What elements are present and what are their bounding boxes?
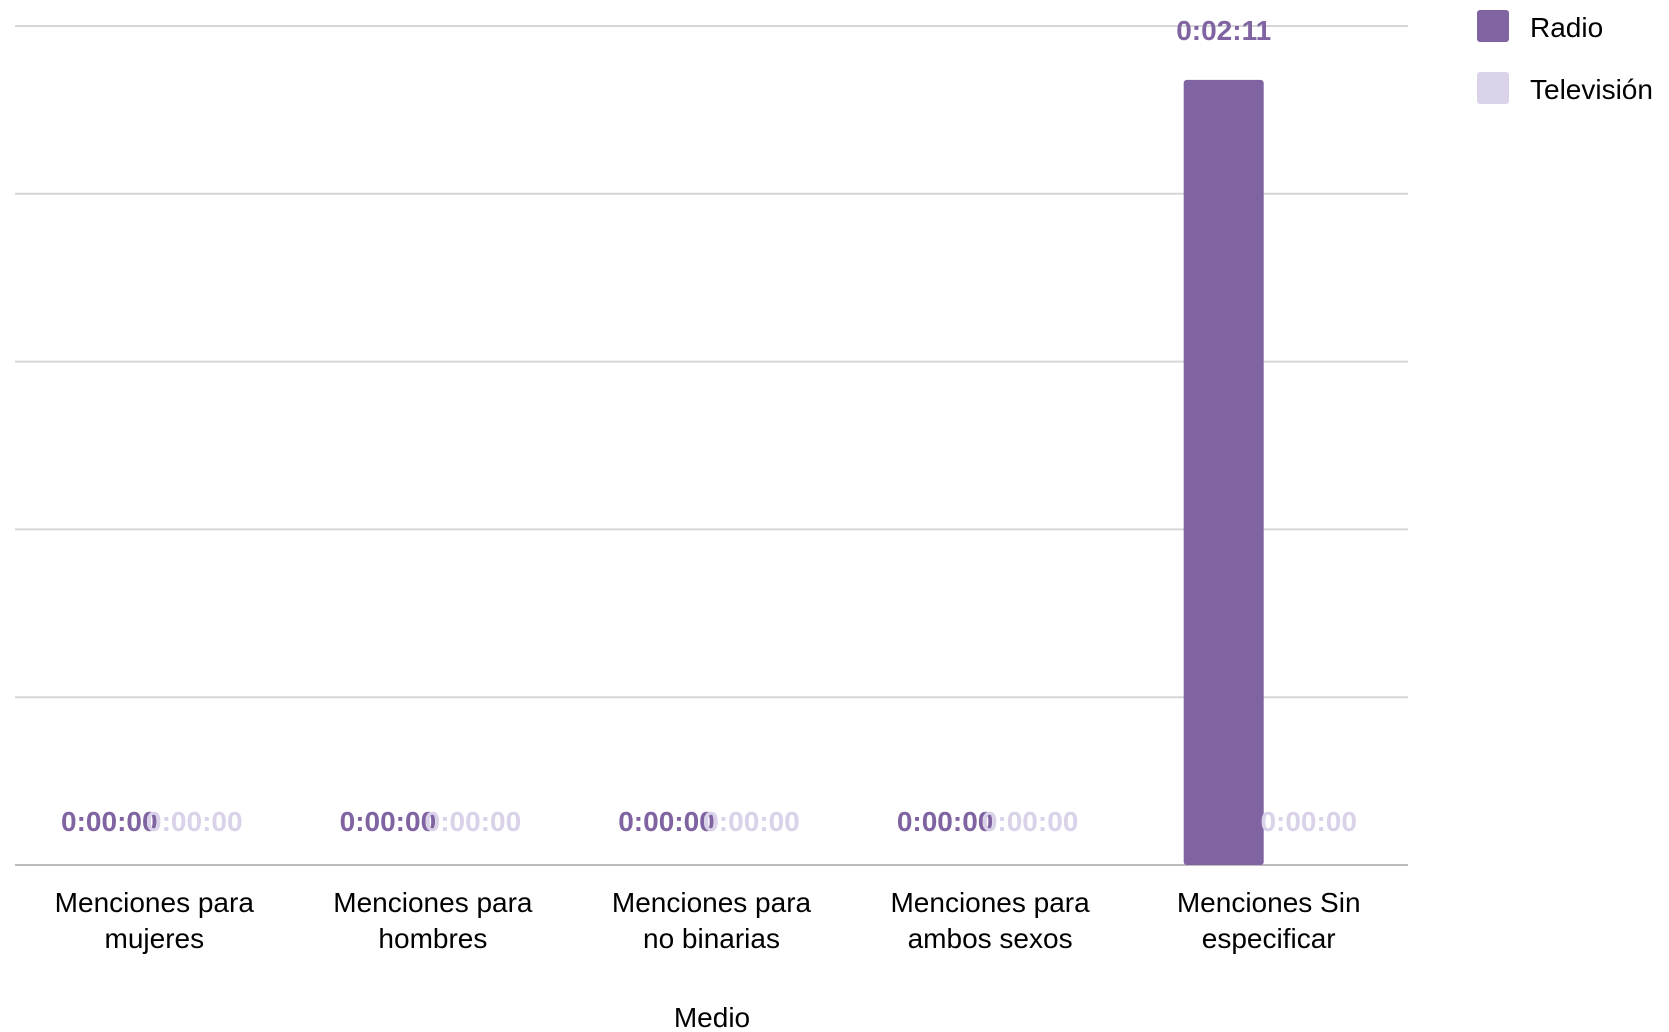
x-axis-title: Medio xyxy=(674,1002,750,1032)
category-labels: Menciones para mujeres Menciones para hombr… xyxy=(55,887,1361,954)
bars xyxy=(1183,79,1264,865)
category-label-3: Menciones para ambos sexos xyxy=(890,887,1090,954)
bar-radio-4 xyxy=(1183,79,1264,865)
category-label-4: Menciones Sin especificar xyxy=(1177,887,1361,954)
data-label-radio-4: 0:02:11 xyxy=(1176,15,1271,46)
legend-label-radio: Radio xyxy=(1530,12,1603,43)
data-label-televisi-n-3: 0:00:00 xyxy=(982,806,1079,837)
data-label-televisi-n-2: 0:00:00 xyxy=(703,806,800,837)
data-label-televisi-n-1: 0:00:00 xyxy=(425,806,522,837)
gridlines xyxy=(15,25,1408,866)
data-label-radio-1: 0:00:00 xyxy=(340,806,437,837)
data-label-radio-0: 0:00:00 xyxy=(61,806,158,837)
category-label-1: Menciones para hombres xyxy=(333,887,533,954)
legend-label-televisi-n: Televisión xyxy=(1530,74,1653,105)
legend-swatch-radio xyxy=(1477,10,1509,42)
category-label-2: Menciones para no binarias xyxy=(612,887,812,954)
data-label-radio-3: 0:00:00 xyxy=(897,806,994,837)
data-label-radio-2: 0:00:00 xyxy=(618,806,715,837)
category-label-0: Menciones para mujeres xyxy=(55,887,255,954)
data-labels: 0:00:00 0:00:00 0:00:00 0:00:000:02:110:00:… xyxy=(61,15,1357,837)
data-label-televisi-n-0: 0:00:00 xyxy=(146,806,243,837)
legend-swatch-televisi-n xyxy=(1477,72,1509,104)
legend: Radio Televisión xyxy=(1477,10,1653,105)
data-label-televisi-n-4: 0:00:00 xyxy=(1260,806,1357,837)
